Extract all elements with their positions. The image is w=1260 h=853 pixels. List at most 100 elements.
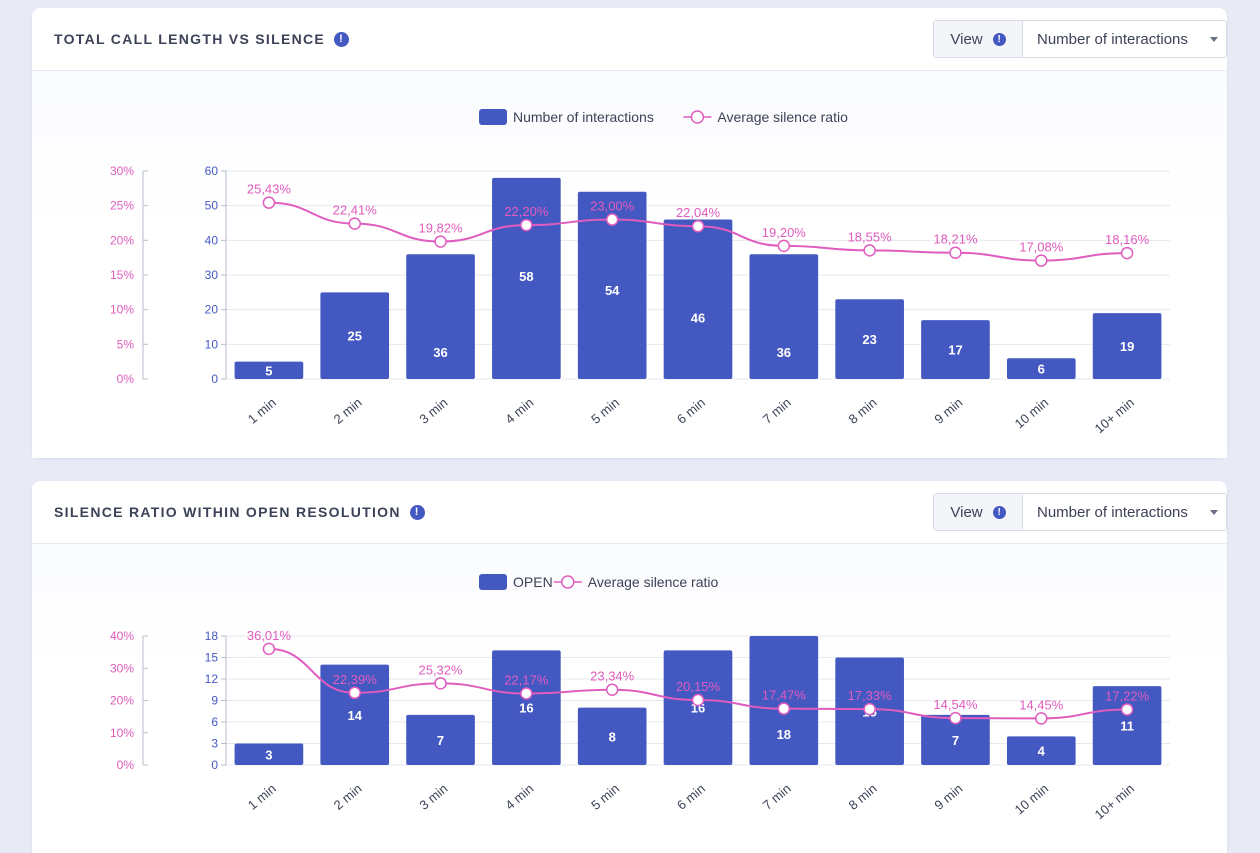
line-value-label: 14,45% [1019, 697, 1064, 712]
line-point [348, 686, 361, 700]
line-point [863, 702, 876, 716]
x-axis-tick-label: 1 min [245, 781, 279, 813]
line-value-label: 17,08% [1019, 240, 1064, 255]
line-point [949, 711, 962, 725]
x-axis-tick-label: 8 min [846, 395, 880, 427]
bar-value-label: 4 [1038, 744, 1046, 759]
x-axis-tick-label: 5 min [588, 395, 622, 427]
bar-value-label: 11 [1120, 719, 1134, 734]
line-point [434, 235, 447, 248]
right-axis-tick-label: 15% [110, 268, 134, 282]
line-point [348, 217, 361, 230]
chart-card-silence-open-resolution: SILENCE RATIO WITHIN OPEN RESOLUTION ! V… [32, 481, 1227, 853]
bar [492, 177, 561, 379]
line-point [605, 213, 619, 226]
left-axis-tick-label: 60 [205, 164, 219, 178]
view-button[interactable]: View ! [934, 494, 1023, 530]
x-axis-tick-label: 3 min [416, 395, 450, 427]
line-value-label: 22,17% [504, 673, 549, 688]
view-button-label: View [950, 503, 983, 521]
right-axis-tick-label: 40% [110, 629, 134, 643]
card-title-text: TOTAL CALL LENGTH VS SILENCE [54, 31, 326, 47]
bar-value-label: 7 [437, 733, 444, 748]
left-axis-tick-label: 0 [211, 372, 218, 386]
bar-value-label: 5 [265, 363, 272, 378]
x-axis-tick-label: 5 min [588, 781, 622, 813]
bar [1006, 736, 1076, 765]
left-axis-tick-label: 12 [205, 672, 219, 686]
x-axis-tick-label: 2 min [331, 395, 365, 427]
line-value-label: 17,33% [848, 688, 893, 703]
line-point [520, 218, 533, 232]
caret-down-icon [1210, 510, 1218, 515]
metric-select-value: Number of interactions [1037, 30, 1188, 48]
left-axis-tick-label: 9 [211, 694, 218, 708]
chart-card-total-call-length: TOTAL CALL LENGTH VS SILENCE ! View ! Nu… [32, 8, 1227, 458]
bar-value-label: 25 [347, 329, 361, 344]
card-header: SILENCE RATIO WITHIN OPEN RESOLUTION ! V… [32, 481, 1227, 544]
line-value-label: 22,04% [676, 205, 721, 220]
combo-chart: OPEN Average silence ratio 0 3 6 9 12 15 18 0% 10%… [110, 574, 1170, 822]
view-controls: View ! Number of interactions [933, 20, 1227, 58]
x-axis-tick-label: 7 min [760, 781, 794, 813]
card-title: SILENCE RATIO WITHIN OPEN RESOLUTION ! [54, 504, 425, 520]
line-value-label: 23,00% [590, 199, 635, 214]
line-value-label: 20,15% [676, 679, 721, 694]
card-header: TOTAL CALL LENGTH VS SILENCE ! View ! Nu… [32, 8, 1227, 71]
info-icon[interactable]: ! [334, 31, 350, 47]
line-value-label: 18,21% [933, 232, 978, 247]
bar-value-label: 58 [519, 269, 533, 284]
line-value-label: 19,82% [418, 221, 463, 236]
bar [406, 254, 475, 379]
line-point [691, 693, 705, 707]
bar-value-label: 6 [1038, 362, 1045, 377]
line-value-label: 17,22% [1105, 688, 1150, 703]
line-point [863, 244, 876, 257]
metric-select[interactable]: Number of interactions [1023, 494, 1226, 530]
bar [320, 292, 390, 379]
bar-value-label: 3 [265, 747, 272, 762]
x-axis-tick-label: 4 min [502, 781, 536, 813]
info-icon: ! [992, 505, 1006, 519]
bar-value-label: 17 [948, 343, 962, 358]
view-controls: View ! Number of interactions [933, 493, 1227, 531]
bar-value-label: 7 [952, 733, 959, 748]
bar-value-label: 18 [777, 727, 791, 742]
line-value-label: 22,41% [333, 203, 378, 218]
view-button[interactable]: View ! [934, 21, 1023, 57]
right-axis-tick-label: 25% [110, 199, 134, 213]
right-axis-tick-label: 30% [110, 661, 134, 675]
bar [749, 254, 819, 379]
bar [921, 714, 990, 765]
line-value-label: 17,47% [762, 688, 807, 703]
right-axis-tick-label: 0% [117, 758, 135, 772]
x-axis-tick-label: 10+ min [1092, 781, 1137, 822]
legend-item-bar: OPEN [513, 574, 553, 590]
bar [234, 361, 304, 379]
chart-area: OPEN Average silence ratio 0 3 6 9 12 15 18 0% 10%… [32, 544, 1227, 853]
line-value-label: 23,34% [590, 669, 635, 684]
bar-value-label: 36 [433, 345, 447, 360]
left-axis-tick-label: 18 [205, 629, 219, 643]
legend-item-line: Average silence ratio [717, 109, 848, 125]
metric-select[interactable]: Number of interactions [1023, 21, 1226, 57]
left-axis-tick-label: 20 [205, 303, 219, 317]
info-icon[interactable]: ! [409, 504, 425, 520]
left-axis-tick-label: 40 [205, 233, 219, 247]
legend-bar-swatch [479, 109, 507, 125]
bar [1092, 313, 1162, 379]
legend-item-line: Average silence ratio [588, 574, 719, 590]
x-axis-tick-label: 6 min [674, 395, 708, 427]
line-point [262, 642, 276, 656]
view-button-label: View [950, 30, 983, 48]
bar [234, 743, 304, 765]
x-axis-tick-label: 2 min [331, 781, 365, 813]
line-point [691, 219, 705, 233]
left-axis-tick-label: 50 [205, 199, 219, 213]
right-axis-tick-label: 30% [110, 164, 134, 178]
card-title-text: SILENCE RATIO WITHIN OPEN RESOLUTION [54, 504, 401, 520]
line-value-label: 18,16% [1105, 232, 1150, 247]
bar [406, 714, 475, 765]
legend-line-marker [561, 575, 575, 589]
x-axis-tick-label: 6 min [674, 781, 708, 813]
